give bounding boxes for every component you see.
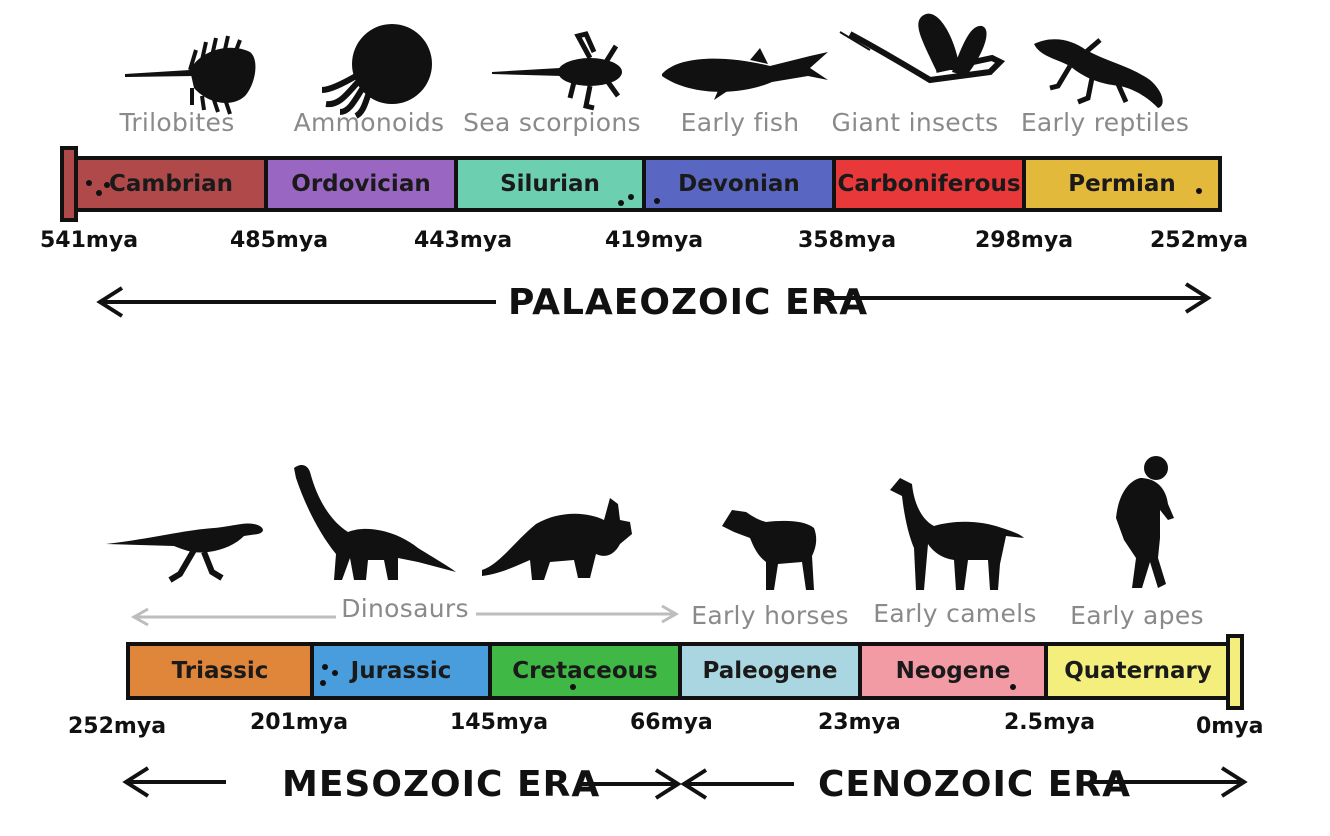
- period-label: Triassic: [171, 658, 269, 684]
- meso-cenozoic-timeline-bar: Triassic Jurassic Cretaceous Paleogene N…: [126, 642, 1232, 700]
- palaeozoic-timeline-bar: Cambrian Ordovician Silurian Devonian Ca…: [74, 156, 1222, 212]
- cenozoic-era-arrow: [680, 766, 1248, 800]
- period-label: Carboniferous: [837, 171, 1021, 197]
- ape-icon: [1116, 456, 1174, 588]
- date-label: 443mya: [414, 228, 513, 253]
- mesozoic-era-arrow: [122, 766, 682, 800]
- small-dinosaur-icon: [106, 523, 263, 583]
- period-label: Ordovician: [291, 171, 431, 197]
- date-label: 541mya: [40, 228, 139, 253]
- date-label: 485mya: [230, 228, 329, 253]
- date-label: 2.5mya: [1004, 710, 1096, 735]
- animal-label-early-apes: Early apes: [1070, 601, 1204, 630]
- camel-icon: [890, 478, 1024, 590]
- animal-label-early-horses: Early horses: [691, 601, 849, 630]
- reptile-icon: [1034, 38, 1163, 109]
- insect-icon: [839, 13, 1006, 84]
- dinosaurs-range-arrow: [130, 604, 680, 627]
- sauropod-icon: [294, 465, 456, 580]
- animal-label-sea-scorpions: Sea scorpions: [463, 108, 641, 137]
- animal-label-early-fish: Early fish: [680, 108, 800, 137]
- date-label: 23mya: [818, 710, 901, 735]
- period-neogene: Neogene: [862, 646, 1048, 696]
- date-label: 145mya: [450, 710, 549, 735]
- period-triassic: Triassic: [130, 646, 314, 696]
- period-label: Silurian: [500, 171, 600, 197]
- period-quaternary: Quaternary: [1048, 646, 1228, 696]
- triceratops-icon: [482, 498, 632, 580]
- palaeozoic-era-arrow: [96, 282, 1212, 318]
- animal-label-ammonoids: Ammonoids: [293, 108, 445, 137]
- animal-label-trilobites: Trilobites: [119, 108, 235, 137]
- date-label: 0mya: [1196, 714, 1264, 739]
- period-label: Permian: [1068, 171, 1176, 197]
- period-permian: Permian: [1026, 160, 1218, 208]
- ammonoid-icon: [321, 24, 432, 119]
- period-carboniferous: Carboniferous: [836, 160, 1026, 208]
- sea-scorpion-icon: [492, 31, 622, 111]
- period-label: Neogene: [895, 658, 1011, 684]
- trilobite-icon: [125, 35, 256, 115]
- period-ordovician: Ordovician: [268, 160, 458, 208]
- date-label: 66mya: [630, 710, 713, 735]
- era-label-cenozoic: CENOZOIC ERA: [818, 764, 1131, 805]
- period-jurassic: Jurassic: [314, 646, 492, 696]
- period-label: Jurassic: [350, 658, 452, 684]
- fish-icon: [662, 48, 828, 100]
- era-label-mesozoic: MESOZOIC ERA: [282, 764, 601, 805]
- period-label: Paleogene: [702, 658, 838, 684]
- date-label: 252mya: [68, 714, 167, 739]
- animal-label-early-reptiles: Early reptiles: [1020, 108, 1190, 137]
- period-label: Quaternary: [1064, 658, 1212, 684]
- period-cretaceous: Cretaceous: [492, 646, 682, 696]
- date-label: 298mya: [975, 228, 1074, 253]
- bar-end-cap: [1226, 634, 1244, 710]
- period-silurian: Silurian: [458, 160, 646, 208]
- period-label: Devonian: [678, 171, 800, 197]
- period-paleogene: Paleogene: [682, 646, 862, 696]
- horse-icon: [722, 510, 817, 590]
- animal-label-dinosaurs: Dinosaurs: [341, 594, 469, 623]
- period-label: Cretaceous: [512, 658, 658, 684]
- animal-label-giant-insects: Giant insects: [831, 108, 999, 137]
- period-label: Cambrian: [109, 171, 233, 197]
- date-label: 419mya: [605, 228, 704, 253]
- date-label: 201mya: [250, 710, 349, 735]
- animal-label-early-camels: Early camels: [873, 599, 1037, 628]
- date-label: 252mya: [1150, 228, 1249, 253]
- date-label: 358mya: [798, 228, 897, 253]
- period-devonian: Devonian: [646, 160, 836, 208]
- era-label-palaeozoic: PALAEOZOIC ERA: [508, 282, 869, 323]
